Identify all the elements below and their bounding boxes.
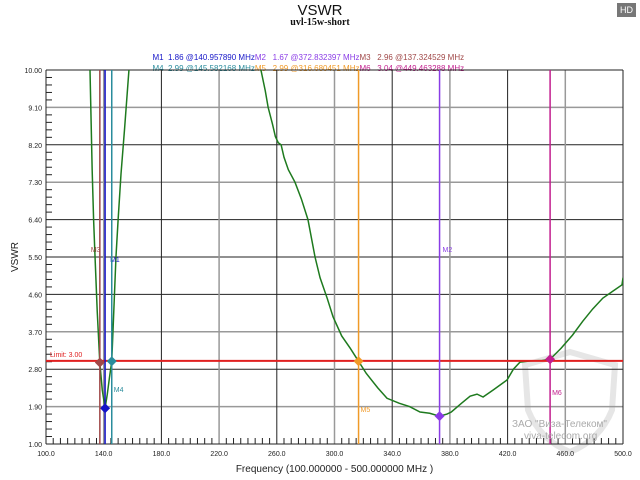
x-tick-label: 260.0 bbox=[268, 451, 286, 458]
marker-point-m5 bbox=[353, 356, 364, 367]
vswr-curve bbox=[260, 70, 623, 417]
y-tick-label: 7.30 bbox=[28, 180, 42, 187]
marker-label-m6: M6 bbox=[552, 390, 562, 397]
y-axis-label: VSWR bbox=[10, 242, 21, 272]
watermark-url: viva-telecom.org bbox=[524, 431, 598, 442]
y-tick-label: 8.20 bbox=[28, 143, 42, 150]
legend-row-2: M4 2.99 @145.582168 MHzM5 2.99 @316.6804… bbox=[148, 54, 464, 74]
marker-label-m2: M2 bbox=[443, 247, 453, 254]
legend-m5: M5 2.99 @316.680451 MHz bbox=[254, 64, 360, 73]
y-tick-label: 4.60 bbox=[28, 292, 42, 299]
x-tick-label: 420.0 bbox=[499, 451, 517, 458]
y-tick-label: 3.70 bbox=[28, 330, 42, 337]
y-tick-label: 2.80 bbox=[28, 367, 42, 374]
legend-m2: M2 1.67 @372.832397 MHz bbox=[254, 53, 360, 62]
y-tick-label: 5.50 bbox=[28, 255, 42, 262]
chart-subtitle: uvl-15w-short bbox=[290, 17, 350, 28]
marker-point-m4 bbox=[106, 356, 117, 367]
y-tick-label: 6.40 bbox=[28, 218, 42, 225]
y-tick-label: 1.90 bbox=[28, 405, 42, 412]
marker-point-m2 bbox=[434, 411, 445, 422]
x-axis-label: Frequency (100.000000 - 500.000000 MHz ) bbox=[236, 464, 433, 475]
x-tick-label: 340.0 bbox=[383, 451, 401, 458]
marker-label-m5: M5 bbox=[361, 407, 371, 414]
x-tick-label: 380.0 bbox=[441, 451, 459, 458]
hd-badge[interactable]: HD bbox=[617, 3, 636, 17]
marker-point-m1 bbox=[100, 403, 111, 414]
legend-m4: M4 2.99 @145.582168 MHz bbox=[152, 64, 255, 73]
limit-label: Limit: 3.00 bbox=[50, 352, 82, 359]
chart-title: VSWR bbox=[297, 2, 343, 19]
marker-point-m3 bbox=[94, 357, 105, 368]
watermark-company: ЗАО "Виза-Телеком" bbox=[512, 419, 607, 430]
marker-point-m6 bbox=[545, 354, 556, 365]
x-tick-label: 220.0 bbox=[210, 451, 228, 458]
x-tick-label: 140.0 bbox=[95, 451, 113, 458]
legend-m6: M6 3.04 @449.463288 MHz bbox=[359, 64, 465, 73]
x-tick-label: 180.0 bbox=[153, 451, 171, 458]
vswr-curve bbox=[89, 70, 130, 409]
legend-m1: M1 1.86 @140.957890 MHz bbox=[152, 53, 255, 62]
x-tick-label: 460.0 bbox=[557, 451, 575, 458]
legend-m3: M3 2.96 @137.324529 MHz bbox=[359, 53, 465, 62]
marker-label-m4: M4 bbox=[114, 387, 124, 394]
x-tick-label: 500.0 bbox=[614, 451, 632, 458]
watermark-shield-logo bbox=[521, 348, 619, 456]
x-tick-label: 100.0 bbox=[37, 451, 55, 458]
x-tick-label: 300.0 bbox=[326, 451, 344, 458]
legend-row-1: M1 1.86 @140.957890 MHzM2 1.67 @372.8323… bbox=[148, 43, 464, 63]
marker-label-m1: M1 bbox=[110, 257, 120, 264]
y-tick-label: 1.00 bbox=[28, 442, 42, 449]
marker-label-m3: M3 bbox=[91, 247, 101, 254]
y-tick-label: 9.10 bbox=[28, 105, 42, 112]
y-tick-label: 10.00 bbox=[24, 68, 42, 75]
